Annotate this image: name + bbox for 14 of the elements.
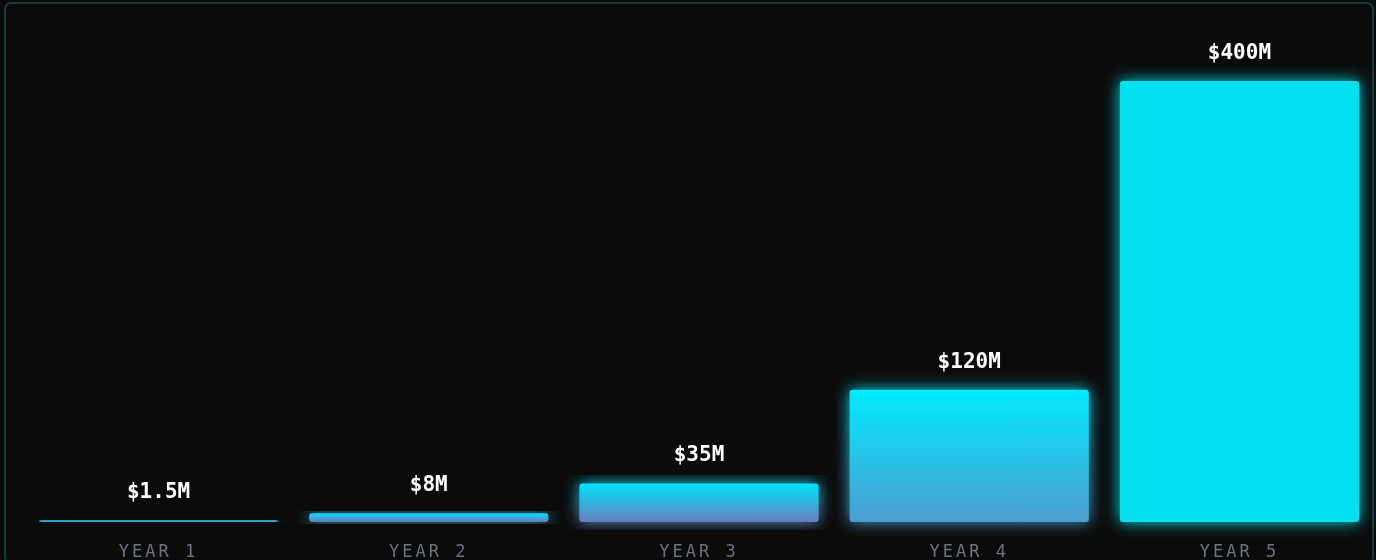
x-tick-label: YEAR 1 [118,541,199,560]
x-tick-label: YEAR 3 [659,541,739,560]
data-label: $1.5M [126,479,191,504]
data-label: $35M [673,442,725,467]
x-tick-label: YEAR 2 [389,541,469,560]
x-tick-label: YEAR 4 [929,541,1009,560]
bar [1119,81,1359,522]
data-label: $8M [409,472,448,497]
data-label: $120M [937,348,1001,373]
bar [849,389,1089,522]
bar [309,513,549,522]
bar [579,483,819,522]
x-tick-label: YEAR 5 [1199,541,1280,560]
data-label: $400M [1207,40,1272,64]
